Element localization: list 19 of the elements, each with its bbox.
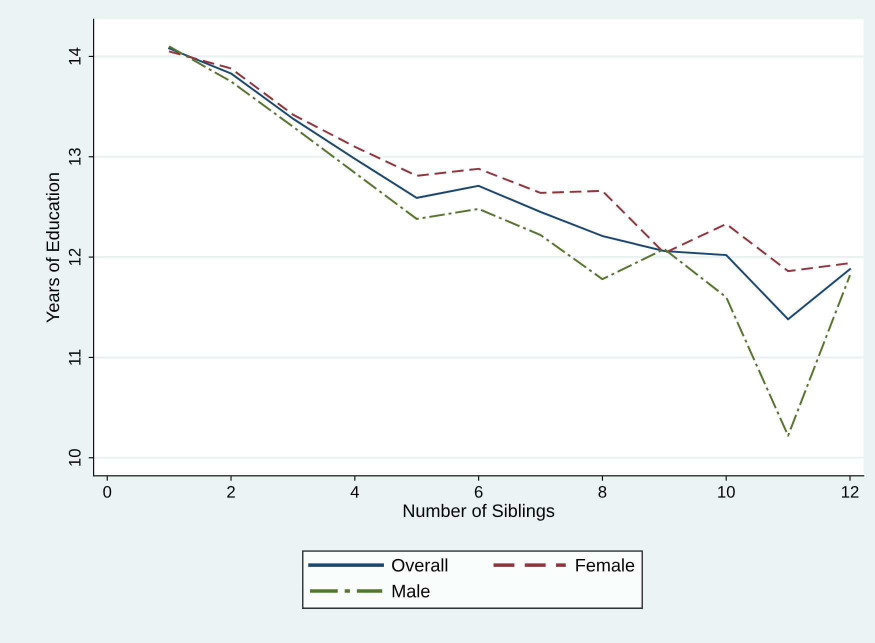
x-tick-label: 0 [103,486,112,498]
x-tick-label: 10 [718,486,735,498]
x-tick-label: 12 [842,486,858,498]
line-series [168,45,851,437]
x-tick-label: 4 [350,486,359,498]
line-series [168,47,851,320]
legend-label: Overall [392,558,448,572]
y-tick-label: 13 [68,148,81,165]
y-tick-label: 10 [68,449,81,466]
y-axis-title: Years of Education [46,173,60,323]
x-tick-label: 8 [598,486,606,498]
legend-label: Female [576,558,634,572]
y-tick-label: 12 [68,248,80,266]
x-tick-label: 2 [227,486,235,498]
legend-label: Male [392,584,430,598]
y-tick-label: 14 [68,48,80,64]
x-axis-title: Number of Siblings [404,504,554,521]
x-tick-label: 6 [474,486,483,498]
y-tick-label: 11 [68,350,80,365]
